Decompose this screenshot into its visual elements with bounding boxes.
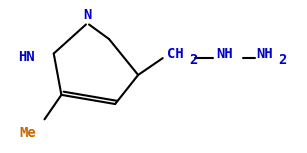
- Text: NH: NH: [256, 47, 273, 61]
- Text: NH: NH: [216, 47, 233, 61]
- Text: CH: CH: [167, 47, 184, 61]
- Text: N: N: [83, 8, 92, 22]
- Text: 2: 2: [278, 53, 286, 67]
- Text: HN: HN: [18, 50, 34, 64]
- Text: 2: 2: [190, 53, 198, 67]
- Text: Me: Me: [19, 126, 36, 140]
